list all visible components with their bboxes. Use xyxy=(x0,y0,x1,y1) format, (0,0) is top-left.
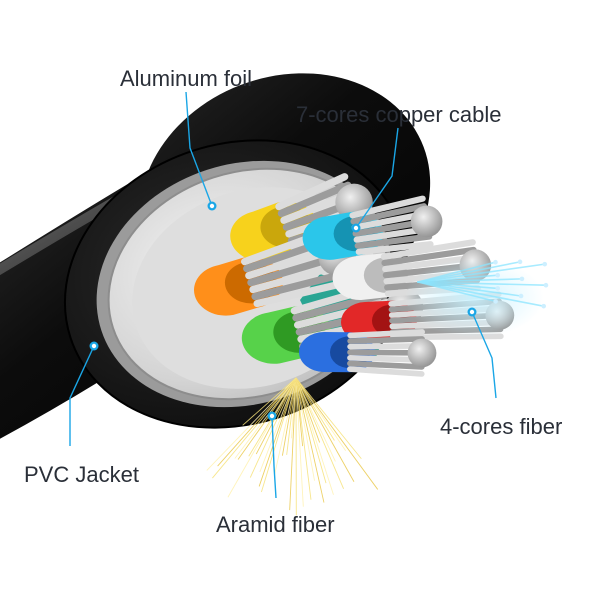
aramid-fiber xyxy=(207,378,378,515)
copper-wires xyxy=(194,177,514,374)
cable-diagram xyxy=(0,0,600,600)
aluminum-foil xyxy=(64,124,423,445)
pvc-jacket xyxy=(0,73,445,471)
label-pvc-jacket: PVC Jacket xyxy=(24,462,139,488)
teal-filler xyxy=(300,274,380,364)
figure-stage: Aluminum foil 7-cores copper cable PVC J… xyxy=(0,0,600,600)
label-aramid-fiber: Aramid fiber xyxy=(216,512,335,538)
inner-bed xyxy=(106,156,402,419)
fiber-optic xyxy=(404,258,548,338)
label-copper-cable: 7-cores copper cable xyxy=(296,102,501,128)
label-fiber-cores: 4-cores fiber xyxy=(440,414,562,440)
leader-lines xyxy=(70,92,496,498)
label-aluminum-foil: Aluminum foil xyxy=(120,66,252,92)
